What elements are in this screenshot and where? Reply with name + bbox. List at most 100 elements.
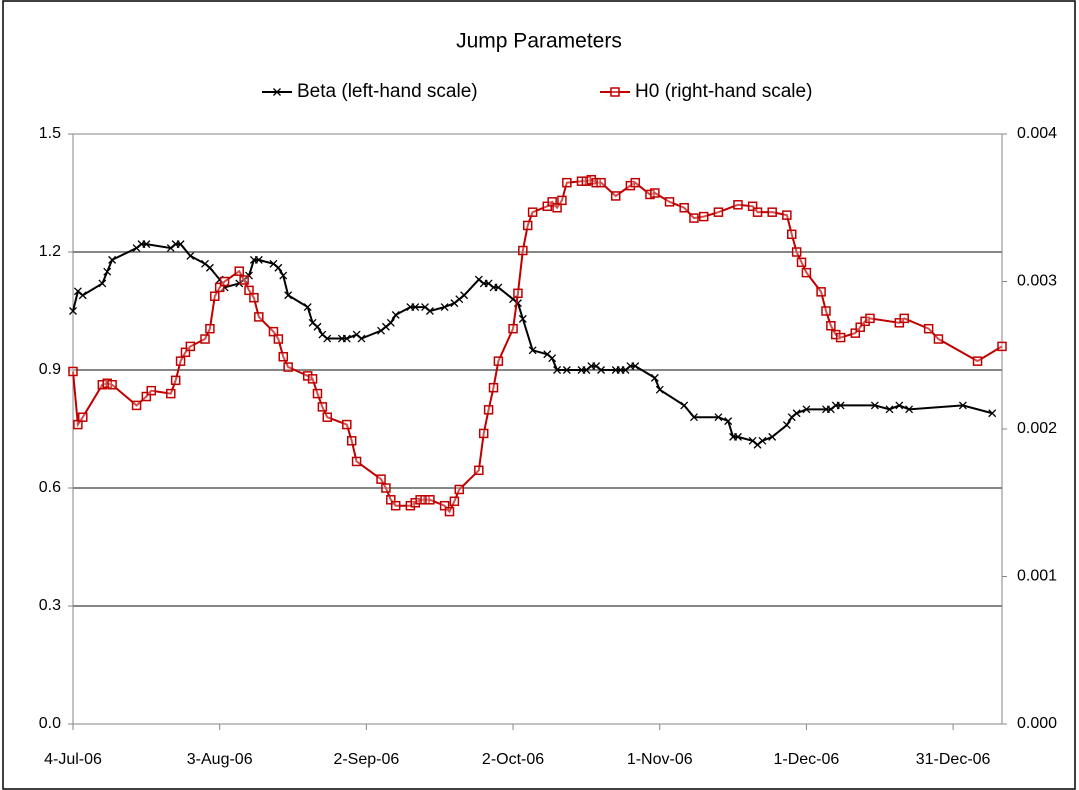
marker-cross — [988, 409, 997, 418]
y2-tick-label: 0.004 — [1017, 125, 1057, 142]
marker-square — [444, 506, 455, 517]
marker-square — [557, 195, 567, 206]
marker-cross — [269, 259, 278, 268]
marker-square — [645, 189, 655, 200]
marker-square — [787, 229, 797, 240]
marker-square — [821, 306, 831, 316]
marker-cross — [714, 413, 723, 422]
marker-square — [73, 419, 83, 430]
x-tick-label: 1-Nov-06 — [627, 751, 693, 768]
x-tick-label: 31-Dec-06 — [916, 751, 991, 768]
marker-cross — [528, 346, 537, 355]
marker-cross — [631, 362, 640, 371]
marker-square — [449, 496, 460, 507]
marker-cross — [597, 366, 606, 374]
marker-square — [713, 207, 724, 217]
y-tick-label: 0.0 — [39, 715, 61, 732]
marker-square — [302, 371, 313, 381]
marker-cross — [690, 413, 698, 422]
marker-square — [317, 402, 328, 412]
marker-cross — [142, 240, 151, 249]
marker-cross — [621, 366, 630, 374]
marker-square — [200, 334, 210, 344]
marker-square — [283, 362, 293, 372]
marker-square — [581, 176, 592, 186]
marker-cross — [562, 366, 571, 374]
x-tick-label: 3-Aug-06 — [187, 751, 253, 768]
marker-cross — [386, 318, 395, 327]
marker-cross — [342, 334, 351, 343]
marker-cross — [103, 267, 112, 276]
marker-square — [552, 203, 562, 213]
y2-tick-label: 0.001 — [1017, 568, 1057, 585]
marker-square — [679, 203, 689, 213]
marker-cross — [592, 362, 601, 371]
marker-square — [307, 374, 318, 384]
marker-square — [625, 180, 636, 191]
marker-square — [425, 495, 435, 505]
marker-square — [405, 500, 416, 511]
marker-cross — [895, 401, 904, 410]
marker-square — [439, 500, 450, 511]
marker-cross — [474, 275, 483, 284]
marker-cross — [132, 244, 141, 253]
marker-square — [518, 245, 528, 256]
marker-cross — [787, 413, 796, 422]
marker-cross — [279, 271, 288, 280]
marker-square — [522, 220, 533, 231]
marker-cross — [650, 373, 659, 382]
marker-cross — [284, 291, 293, 300]
marker-cross — [205, 263, 214, 272]
marker-square — [767, 207, 777, 217]
marker-square — [630, 177, 641, 188]
marker-square — [346, 436, 357, 446]
marker-square — [219, 276, 230, 287]
marker-cross — [381, 322, 390, 331]
marker-cross — [391, 310, 400, 319]
marker-cross — [885, 405, 894, 414]
marker-cross — [782, 421, 791, 430]
marker-square — [78, 412, 88, 422]
marker-square — [488, 382, 499, 393]
marker-cross — [836, 401, 845, 410]
marker-cross — [553, 366, 562, 374]
marker-square — [210, 291, 220, 301]
marker-cross — [235, 279, 244, 288]
marker-square — [576, 176, 587, 186]
marker-cross — [273, 88, 281, 96]
marker-square — [747, 201, 758, 212]
marker-cross — [201, 259, 209, 268]
marker-cross — [958, 401, 967, 410]
marker-square — [214, 282, 225, 293]
marker-square — [689, 213, 699, 223]
marker-square — [610, 87, 620, 97]
marker-square — [175, 356, 186, 366]
marker-square — [698, 211, 709, 222]
x-tick-label: 1-Dec-06 — [774, 751, 840, 768]
marker-square — [170, 375, 181, 386]
x-tick-label: 4-Jul-06 — [44, 751, 102, 768]
marker-square — [249, 292, 259, 303]
y-tick-label: 0.6 — [39, 479, 61, 496]
marker-square — [547, 197, 557, 207]
marker-square — [782, 210, 792, 220]
marker-square — [831, 329, 841, 340]
marker-cross — [98, 279, 107, 288]
marker-square — [801, 267, 812, 278]
marker-square — [146, 385, 156, 396]
marker-cross — [792, 409, 801, 418]
marker-square — [923, 323, 934, 334]
y-tick-label: 1.2 — [39, 243, 61, 260]
marker-cross — [460, 291, 469, 300]
marker-square — [180, 347, 191, 358]
marker-cross — [582, 366, 591, 374]
marker-square — [483, 405, 494, 415]
marker-square — [850, 328, 861, 338]
marker-cross — [455, 295, 464, 304]
marker-cross — [108, 255, 117, 264]
marker-square — [586, 174, 597, 185]
marker-square — [860, 316, 870, 327]
marker-cross — [758, 436, 767, 445]
marker-square — [141, 391, 152, 402]
